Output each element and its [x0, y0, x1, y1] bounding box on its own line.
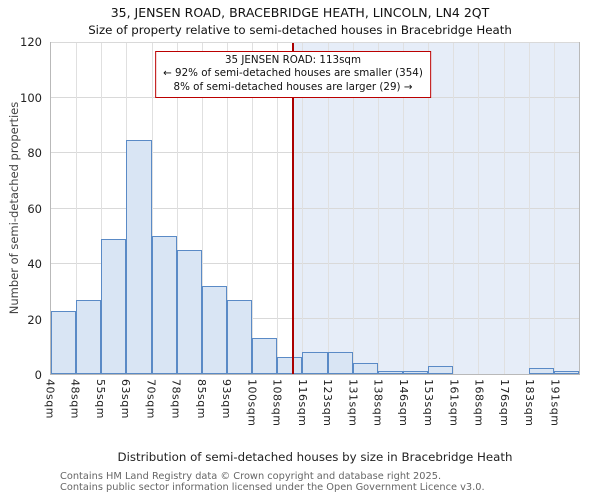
- attribution-footer: Contains HM Land Registry data © Crown c…: [60, 471, 485, 494]
- gridline-vertical: [76, 43, 78, 374]
- gridline-vertical: [553, 43, 555, 374]
- x-tick-labels: 40sqm 48sqm 55sqm 63sqm 70sqm 78sqm 85sqm 93sqm…: [44, 378, 580, 434]
- x-tick-label: 168sqm: [472, 379, 486, 427]
- page-title: 35, JENSEN ROAD, BRACEBRIDGE HEATH, LINC…: [110, 5, 490, 20]
- x-tick-label: 138sqm: [371, 379, 385, 427]
- histogram-bar: [553, 371, 579, 374]
- x-tick-label: 63sqm: [119, 379, 133, 419]
- y-tick-label: 120: [20, 35, 42, 49]
- property-size-marker-line: [292, 43, 294, 374]
- y-tick-labels: 0 20 40 60 80 100 120: [18, 35, 46, 382]
- property-annotation-box: 35 JENSEN ROAD: 113sqm ← 92% of semi-det…: [155, 51, 431, 99]
- histogram-bar: [327, 351, 353, 374]
- x-tick-label: 100sqm: [245, 379, 259, 427]
- y-tick-label: 0: [34, 368, 42, 382]
- x-axis-label: Distribution of semi-detached houses by …: [117, 450, 513, 464]
- gridline-vertical: [377, 43, 379, 374]
- footer-line-1: Contains HM Land Registry data © Crown c…: [60, 471, 442, 482]
- y-tick-label: 20: [27, 312, 42, 327]
- gridline-horizontal: [51, 207, 579, 209]
- histogram-bar: [176, 249, 202, 374]
- gridline-horizontal: [51, 262, 579, 264]
- gridline-vertical: [403, 43, 404, 374]
- x-tick-label: 123sqm: [321, 379, 335, 427]
- histogram-bar: [101, 238, 127, 374]
- gridline-horizontal: [51, 152, 579, 154]
- histogram-bar: [76, 299, 102, 374]
- x-tick-label: 70sqm: [144, 379, 158, 419]
- gridline-vertical: [227, 43, 228, 374]
- histogram-plot-area: 35 JENSEN ROAD: 113sqm ← 92% of semi-det…: [50, 42, 580, 375]
- x-tick-label: 116sqm: [295, 379, 309, 427]
- histogram-bar: [201, 285, 227, 374]
- histogram-bar: [126, 139, 152, 374]
- gridline-vertical: [101, 43, 103, 374]
- histogram-bar: [151, 236, 177, 374]
- x-tick-label: 131sqm: [346, 379, 360, 427]
- x-tick-label: 161sqm: [447, 379, 461, 427]
- gridline-vertical: [453, 43, 455, 374]
- gridline-horizontal: [51, 42, 579, 43]
- y-tick-label: 100: [20, 90, 42, 105]
- histogram-bar: [403, 371, 429, 374]
- histogram-bar: [302, 351, 328, 374]
- histogram-bar: [528, 368, 554, 374]
- x-tick-label: 40sqm: [43, 379, 57, 419]
- gridline-vertical: [352, 43, 354, 374]
- x-tick-label: 153sqm: [422, 379, 436, 427]
- gridline-vertical: [151, 43, 153, 374]
- x-tick-label: 93sqm: [220, 379, 234, 419]
- gridline-vertical: [528, 43, 530, 374]
- x-tick-label: 146sqm: [396, 379, 410, 427]
- histogram-bar: [252, 338, 278, 374]
- gridline-vertical: [428, 43, 430, 374]
- y-tick-label: 60: [27, 201, 42, 216]
- footer-line-2: Contains public sector information licen…: [60, 482, 485, 494]
- y-tick-label: 40: [27, 257, 42, 271]
- x-tick-label: 191sqm: [548, 379, 562, 427]
- annotation-smaller-text: ← 92% of semi-detached houses are smalle…: [163, 67, 423, 80]
- histogram-bar: [428, 365, 454, 374]
- gridline-vertical: [252, 43, 254, 374]
- gridline-vertical: [176, 43, 178, 374]
- x-tick-label: 183sqm: [523, 379, 537, 427]
- annotation-larger-text: 8% of semi-detached houses are larger (2…: [173, 80, 413, 93]
- histogram-bar: [352, 362, 378, 374]
- gridline-vertical: [503, 43, 505, 374]
- gridline-vertical: [277, 43, 279, 374]
- y-tick-label: 80: [27, 146, 42, 160]
- gridline-vertical: [327, 43, 329, 374]
- x-tick-label: 78sqm: [169, 379, 183, 419]
- gridline-vertical: [302, 43, 304, 374]
- x-tick-label: 85sqm: [194, 379, 208, 419]
- x-tick-label: 176sqm: [497, 379, 511, 427]
- annotation-title: 35 JENSEN ROAD: 113sqm: [224, 54, 362, 66]
- histogram-bar: [377, 371, 403, 374]
- gridline-vertical: [478, 43, 480, 374]
- page-subtitle: Size of property relative to semi-detach…: [88, 23, 512, 37]
- gridline-vertical: [201, 43, 203, 374]
- gridline-horizontal: [51, 317, 579, 319]
- x-tick-label: 108sqm: [270, 379, 284, 427]
- histogram-bar: [277, 357, 303, 374]
- histogram-bar: [51, 310, 77, 374]
- histogram-bar: [227, 299, 253, 374]
- x-tick-label: 55sqm: [93, 379, 107, 419]
- x-tick-label: 48sqm: [68, 379, 82, 419]
